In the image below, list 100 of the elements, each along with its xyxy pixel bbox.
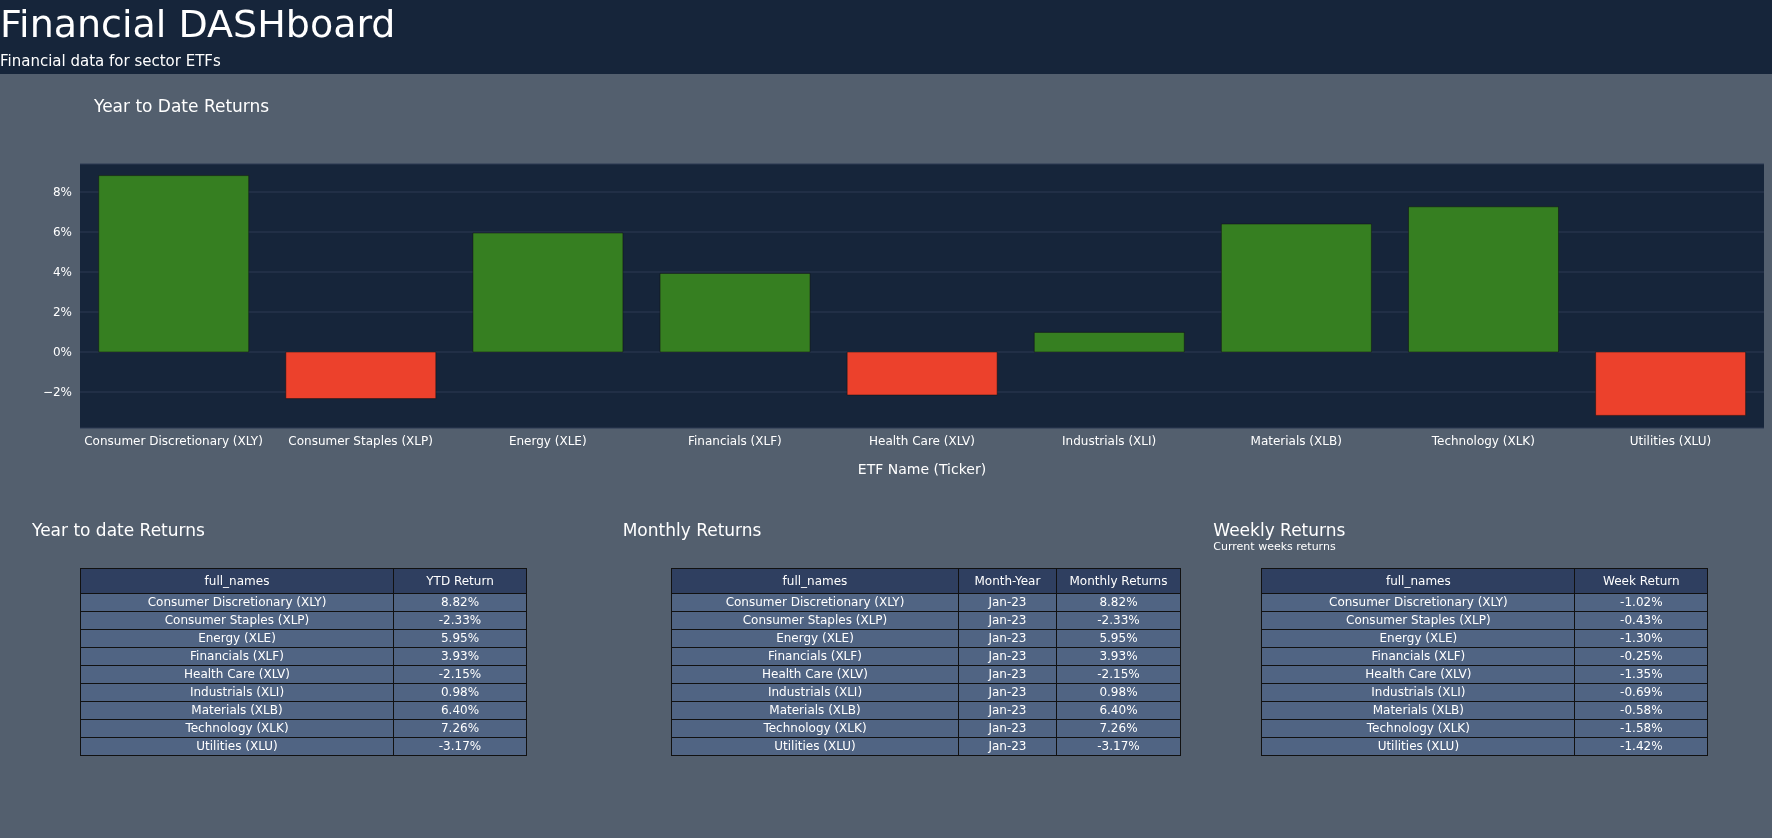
x-tick-label: Financials (XLF) [687,433,782,448]
x-tick-label: Consumer Discretionary (XLY) [84,433,263,448]
category-label: Materials (XLB) [769,703,861,717]
text: Jan-23 [988,667,1027,681]
text: 3.93% [440,649,480,663]
category-label: Monthly Returns [1056,568,1181,594]
category-label: Consumer Staples (XLP) [164,613,310,627]
text: 6.40% [440,703,480,717]
category-label: Consumer Discretionary (XLY) [725,595,905,609]
x-tick-label: Industrials (XLI) [1062,433,1157,448]
y-tick-label: −2% [42,385,72,400]
y-tick-label: 2% [52,305,72,320]
text: Jan-23 [988,595,1027,609]
text: 3.93% [1099,649,1138,663]
text: -1.02% [1620,595,1663,609]
text: Jan-23 [988,739,1027,753]
text: -2.15% [438,667,482,681]
text: 0.98% [440,685,480,699]
category-label: Technology (XLK) [763,721,867,735]
category-label: Energy (XLE) [776,631,854,645]
text: Financial DASHboard [0,2,397,46]
category-label: Energy (XLE) [198,631,276,645]
text: 5.95% [440,631,480,645]
text: full_names [671,568,959,594]
bar [1595,351,1746,416]
category-label: YTD Return [393,568,527,594]
x-tick-label: Technology (XLK) [1430,433,1535,448]
text: 6.40% [1099,703,1138,717]
text: full_names [80,568,394,594]
text: -0.58% [1620,703,1663,717]
x-tick-label: Consumer Staples (XLP) [288,433,433,448]
category-label: Industrials (XLI) [1371,685,1466,699]
category-label: Utilities (XLU) [774,739,856,753]
text: -2.33% [1097,613,1140,627]
text: Jan-23 [988,685,1027,699]
category-label: Utilities (XLU) [196,739,278,753]
text: 7.26% [440,721,480,735]
text: -0.25% [1620,649,1663,663]
text: 8.82% [440,595,480,609]
y-tick-label: 0% [52,345,72,360]
text: -0.69% [1620,685,1663,699]
category-label: Technology (XLK) [185,721,289,735]
text: full_names [1261,568,1575,594]
bar [1408,206,1559,353]
category-label: Technology (XLK) [1366,721,1470,735]
text: -1.58% [1620,721,1663,735]
text: Monthly Returns [622,520,763,540]
x-tick-label: Utilities (XLU) [1629,433,1712,448]
text: Jan-23 [988,631,1027,645]
bar [1221,223,1372,353]
category-label: Industrials (XLI) [767,685,863,699]
category-label: Health Care (XLV) [184,667,290,681]
x-tick-label: Materials (XLB) [1250,433,1342,448]
bar [472,232,624,353]
text: -1.35% [1620,667,1663,681]
y-tick-label: 6% [52,225,72,240]
category-label: Week Return [1574,568,1708,594]
text: -3.17% [1097,739,1140,753]
x-tick-label: Energy (XLE) [508,433,587,448]
text: 0.98% [1099,685,1138,699]
x-axis-title: ETF Name (Ticker) [857,461,987,477]
category-label: Health Care (XLV) [1365,667,1472,681]
category-label: Health Care (XLV) [762,667,868,681]
category-label: Utilities (XLU) [1377,739,1460,753]
category-label: Financials (XLF) [190,649,284,663]
y-tick-label: 8% [52,185,72,200]
text: Jan-23 [988,703,1027,717]
text: Year to date Returns [32,520,206,540]
category-label: Consumer Staples (XLP) [1346,613,1491,627]
bar [659,273,811,353]
text: Jan-23 [988,613,1027,627]
category-label: Consumer Discretionary (XLY) [1329,595,1508,609]
bar [98,175,249,353]
text: Jan-23 [988,721,1027,735]
x-tick-label: Health Care (XLV) [869,433,975,448]
text: Financial data for sector ETFs [0,52,222,70]
category-label: Consumer Discretionary (XLY) [147,595,327,609]
text: -2.15% [1097,667,1140,681]
category-label: Industrials (XLI) [189,685,285,699]
category-label: Energy (XLE) [1379,631,1458,645]
text: -1.42% [1620,739,1663,753]
bar [1034,332,1185,353]
bar [285,351,437,399]
text: -0.43% [1620,613,1663,627]
text: 7.26% [1099,721,1138,735]
y-tick-label: 4% [52,265,72,280]
category-label: Financials (XLF) [768,649,862,663]
text: -1.30% [1620,631,1663,645]
category-label: Consumer Staples (XLP) [742,613,888,627]
category-label: Financials (XLF) [1371,649,1466,663]
bar [846,351,998,396]
text: 8.82% [1099,595,1138,609]
category-label: Materials (XLB) [191,703,283,717]
text: 5.95% [1099,631,1138,645]
category-label: Month-Year [958,568,1057,594]
text: -3.17% [438,739,482,753]
text: Jan-23 [988,649,1027,663]
chart-title: Year to Date Returns [94,96,270,116]
category-label: Materials (XLB) [1372,703,1464,717]
text: Weekly Returns [1213,520,1347,540]
